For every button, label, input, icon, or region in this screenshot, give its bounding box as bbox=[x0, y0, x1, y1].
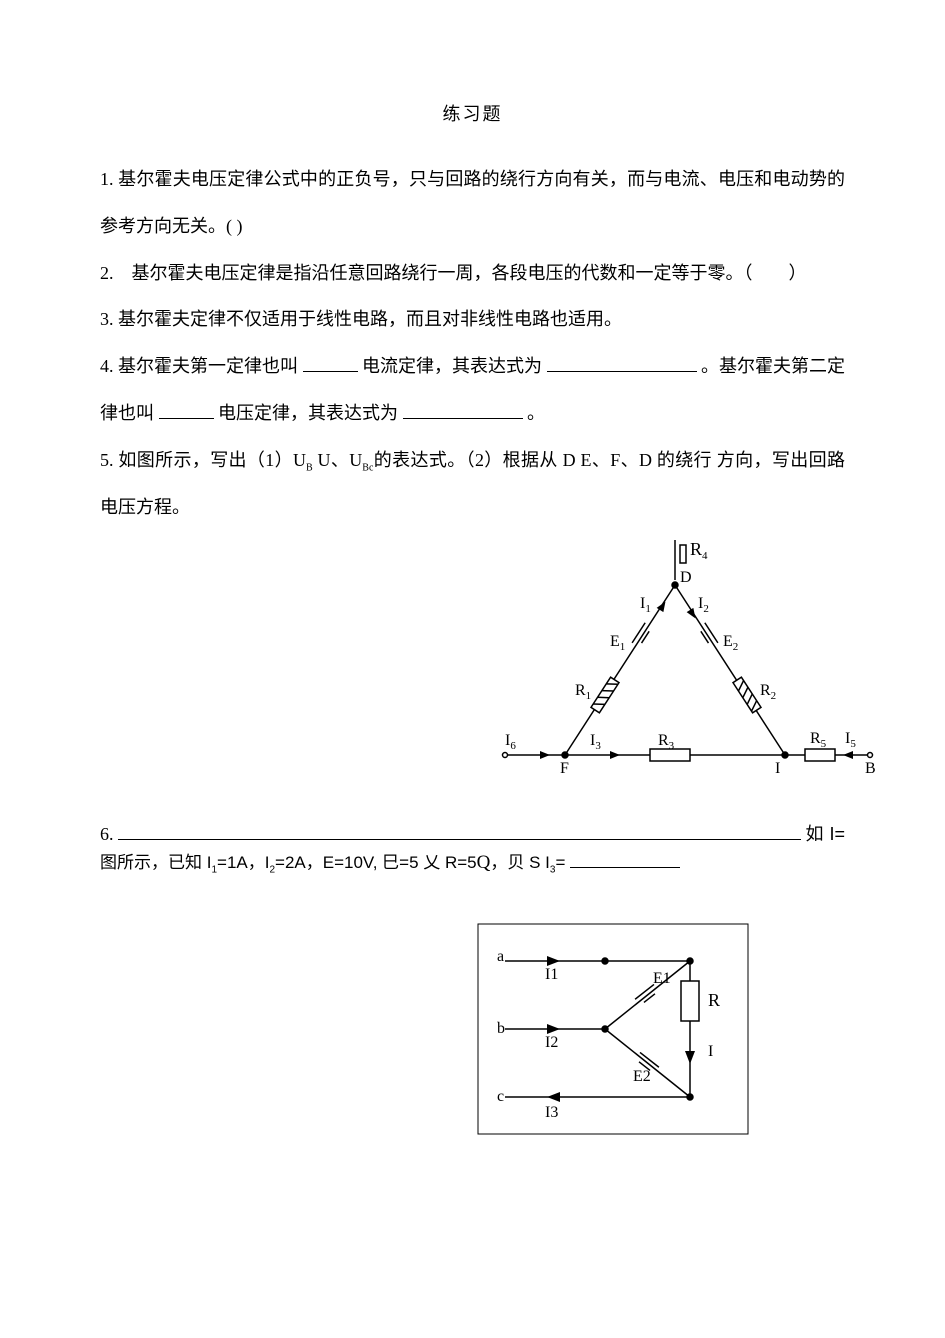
q6-d: =2A，E=10V, 巳=5 乂 R=5 bbox=[275, 853, 477, 872]
label-I2: I2 bbox=[545, 1034, 558, 1051]
label-I3: I3 bbox=[545, 1104, 558, 1121]
figure-2-wrap: a b c I1 I2 I3 E1 E2 R I bbox=[100, 921, 845, 1171]
label-I1: I1 bbox=[545, 966, 558, 983]
label-I3: I3 bbox=[590, 732, 601, 752]
label-R2: R2 bbox=[760, 682, 776, 702]
q6-b: 图所示，已知 I bbox=[100, 853, 211, 872]
q6-f: = bbox=[555, 853, 565, 872]
label-E2: E2 bbox=[723, 633, 738, 653]
blank bbox=[547, 356, 697, 372]
label-R4: R4 bbox=[690, 540, 708, 562]
subscript: Bc bbox=[362, 462, 373, 473]
q4-part-e: 。 bbox=[527, 403, 545, 423]
q6-e: ，贝 S I bbox=[490, 853, 550, 872]
label-F: F bbox=[560, 760, 569, 777]
label-B: B bbox=[865, 760, 875, 777]
subscript: B bbox=[306, 462, 313, 473]
page-title: 练习题 bbox=[100, 100, 845, 126]
q4-part-d: 电压定律，其表达式为 bbox=[218, 403, 398, 423]
question-4: 4. 基尔霍夫第一定律也叫 电流定律，其表达式为 。基尔霍夫第二定律也叫 电压定… bbox=[100, 343, 845, 437]
question-5: 5. 如图所示，写出（1）UB U、UBc的表达式。（2）根据从 D E、F、D… bbox=[100, 437, 845, 531]
label-a: a bbox=[497, 948, 504, 965]
question-1: 1. 基尔霍夫电压定律公式中的正负号，只与回路的绕行方向有关，而与电流、电压和电… bbox=[100, 156, 845, 250]
circuit-diagram-2: a b c I1 I2 I3 E1 E2 R I bbox=[475, 921, 755, 1141]
figure-1-wrap: R4 D I1 I2 E1 E2 R1 R2 I6 I3 R3 R5 I5 F … bbox=[100, 540, 845, 820]
question-2: 2. 基尔霍夫电压定律是指沿任意回路绕行一周，各段电压的代数和一定等于零。（ ） bbox=[100, 250, 845, 297]
label-b: b bbox=[497, 1020, 505, 1037]
question-3: 3. 基尔霍夫定律不仅适用于线性电路，而且对非线性电路也适用。 bbox=[100, 296, 845, 343]
label-R1: R1 bbox=[575, 682, 591, 702]
blank bbox=[403, 403, 523, 419]
label-E1: E1 bbox=[610, 633, 625, 653]
q5-mid: U、U bbox=[313, 450, 363, 470]
label-I5: I5 bbox=[845, 730, 856, 750]
label-R: R bbox=[708, 990, 720, 1010]
q6-c: =1A，I bbox=[217, 853, 269, 872]
label-E1: E1 bbox=[653, 970, 671, 987]
q6-num: 6. bbox=[100, 824, 114, 845]
q6-g: I= bbox=[829, 824, 845, 845]
label-R5: R5 bbox=[810, 730, 827, 750]
label-E2: E2 bbox=[633, 1068, 651, 1085]
q4-part-a: 4. 基尔霍夫第一定律也叫 bbox=[100, 356, 298, 376]
label-I2: I2 bbox=[698, 595, 709, 615]
label-I6: I6 bbox=[505, 732, 516, 752]
label-I: I bbox=[775, 760, 780, 777]
q5-part-a: 5. 如图所示，写出（1）U bbox=[100, 450, 306, 470]
question-6-line2: 图所示，已知 I1=1A，I2=2A，E=10V, 巳=5 乂 R=5Q，贝 S… bbox=[100, 846, 845, 880]
label-c: c bbox=[497, 1088, 504, 1105]
question-6-line1: 6. 如 I= bbox=[100, 820, 845, 846]
q4-part-b: 电流定律，其表达式为 bbox=[362, 356, 542, 376]
circuit-diagram-1: R4 D I1 I2 E1 E2 R1 R2 I6 I3 R3 R5 I5 F … bbox=[475, 540, 875, 800]
blank bbox=[303, 356, 358, 372]
q6-a: 如 bbox=[805, 820, 823, 846]
label-D: D bbox=[680, 569, 692, 586]
blank bbox=[118, 824, 802, 840]
blank bbox=[570, 853, 680, 868]
label-I1: I1 bbox=[640, 595, 651, 615]
blank bbox=[159, 403, 214, 419]
label-Iright: I bbox=[708, 1043, 713, 1060]
ohm-icon: Q bbox=[477, 852, 491, 873]
